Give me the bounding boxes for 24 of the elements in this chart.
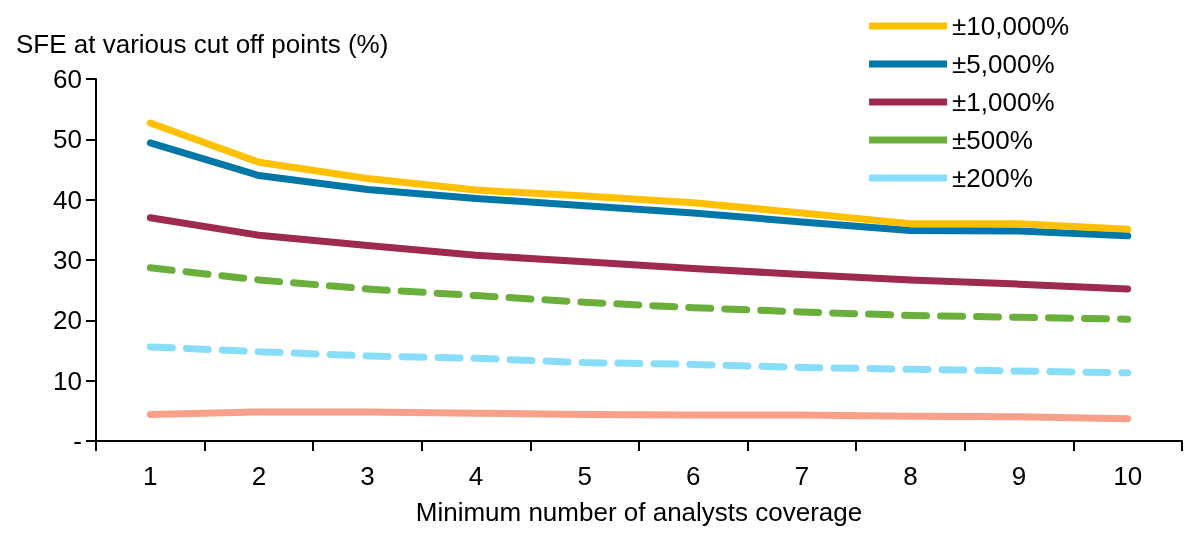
- x-tick-label: 2: [251, 461, 267, 491]
- legend-label: ±1,000%: [952, 87, 1055, 117]
- x-tick-label: 9: [1011, 461, 1027, 491]
- x-tick-label: 8: [903, 461, 918, 491]
- y-tick-label: 20: [53, 305, 82, 336]
- y-tick-label: 30: [53, 245, 82, 275]
- legend-label: ±5,000%: [952, 49, 1055, 79]
- x-tick-label: 7: [794, 461, 810, 491]
- y-tick-label: 50: [53, 124, 82, 155]
- x-tick-label: 3: [360, 461, 375, 491]
- x-tick-label: 5: [577, 461, 592, 491]
- legend-label: ±200%: [952, 163, 1033, 193]
- x-axis-title: Minimum number of analysts coverage: [415, 497, 863, 527]
- x-tick-label: 6: [686, 461, 701, 491]
- y-tick-label: -: [73, 426, 82, 456]
- legend-label: ±500%: [952, 125, 1033, 155]
- x-tick-label: 10: [1113, 461, 1143, 491]
- y-tick-label: 60: [53, 64, 82, 94]
- x-tick-label: 4: [468, 461, 484, 491]
- y-axis-title: SFE at various cut off points (%): [16, 29, 389, 59]
- y-tick-label: 40: [53, 184, 82, 215]
- legend-label: ±10,000%: [952, 11, 1070, 41]
- y-tick-label: 10: [53, 365, 82, 396]
- x-tick-label: 1: [143, 461, 158, 491]
